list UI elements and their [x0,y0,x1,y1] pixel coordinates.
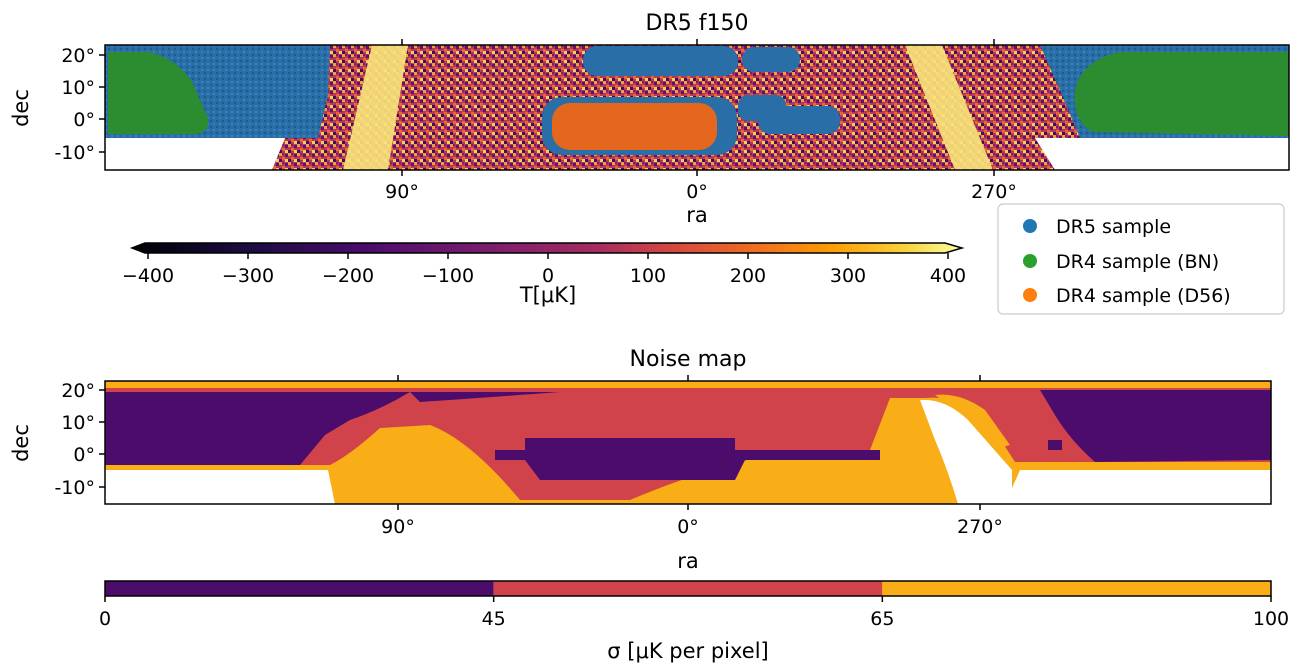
noise-map-title: Noise map [630,347,747,372]
noise-colorbar-bin [105,581,494,596]
temperature-colorbar-tick-label: −400 [122,265,174,287]
temperature-colorbar-ticks: −400 −300 −200 −100 0 100 200 300 400 [122,253,966,287]
noise-colorbar-bin [882,581,1271,596]
legend-entry: DR5 sample [1023,216,1171,238]
noise-xtick-label: 0° [677,516,699,538]
noise-ytick-label: 10° [61,412,95,434]
temperature-colorbar-tick-label: −300 [222,265,274,287]
noise-ytick-label: 20° [61,380,95,402]
dr5-map-panel: DR5 f150 [9,11,1290,227]
temperature-colorbar-label: T[μK] [519,283,576,307]
noise-colorbar-ticks: 0 45 65 100 [99,596,1289,630]
temperature-colorbar-tick-label: 300 [830,265,866,287]
noise-colorbar-tick-label: 100 [1253,608,1289,630]
noise-ytick-label: -10° [54,477,95,499]
noise-colorbar: 0 45 65 100 σ [μK per pixel] [99,580,1289,663]
noise-colorbar-bins [105,581,1271,596]
temperature-colorbar-tick-label: 200 [730,265,766,287]
noise-colorbar-tick-label: 0 [99,608,111,630]
dr5-ytick-label: -10° [54,142,95,164]
legend-entry: DR4 sample (D56) [1023,285,1231,307]
temperature-colorbar-tick-label: 400 [930,265,966,287]
temperature-colorbar-tick-label: −100 [422,265,474,287]
dr5-xlabel: ra [686,203,708,227]
noise-colorbar-label: σ [μK per pixel] [607,639,768,663]
legend: DR5 sample DR4 sample (BN) DR4 sample (D… [997,203,1285,315]
noise-colorbar-tick-label: 65 [870,608,894,630]
temperature-colorbar-tick-label: 100 [630,265,666,287]
noise-xlabel: ra [677,549,699,573]
dr5-map-image [105,45,1289,170]
noise-xtick-label: 90° [381,516,415,538]
noise-ylabel: dec [9,424,33,462]
dr5-ytick-label: 20° [61,45,95,67]
dr5-ytick-label: 0° [73,109,95,131]
temperature-colorbar-tick-label: 0 [542,265,554,287]
noise-colorbar-tick-label: 45 [482,608,506,630]
noise-map-image [105,381,1271,504]
temperature-colorbar: −400 −300 −200 −100 0 100 200 300 400 T[μK] [122,242,966,307]
dr5-xtick-label: 0° [686,181,708,203]
dr5-ytick-label: 10° [61,77,95,99]
noise-ytick-label: 0° [73,444,95,466]
dr5-ylabel: dec [9,89,33,127]
legend-entry: DR4 sample (BN) [1023,251,1219,273]
noise-xtick-label: 270° [957,516,1003,538]
legend-marker-d56 [1023,288,1037,302]
noise-map-panel: Noise map [9,347,1272,573]
temperature-colorbar-tick-label: −200 [322,265,374,287]
dr5-map-title: DR5 f150 [646,11,749,36]
legend-label: DR4 sample (D56) [1056,285,1231,307]
legend-label: DR4 sample (BN) [1056,251,1219,273]
legend-marker-dr5 [1023,219,1037,233]
legend-label: DR5 sample [1056,216,1171,238]
noise-colorbar-bin [493,581,883,596]
dr5-xtick-label: 270° [971,181,1017,203]
dr5-xtick-label: 90° [385,181,419,203]
legend-marker-bn [1023,254,1037,268]
